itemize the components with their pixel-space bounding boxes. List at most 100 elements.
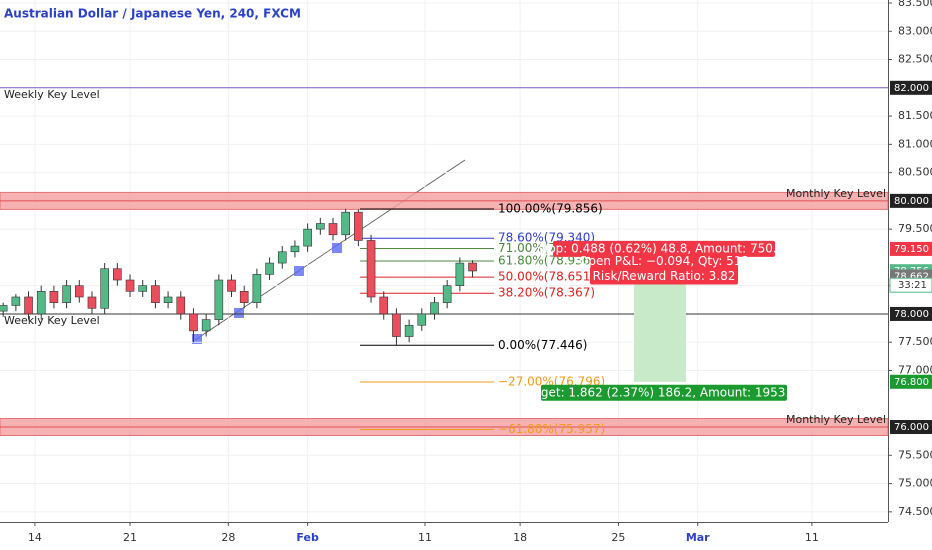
candle-body [328,223,338,236]
candle-body [214,279,224,320]
x-tick-label: 25 [611,531,625,544]
price-label: 76.000 [894,422,929,433]
y-tick-label: 79.500 [898,222,932,235]
candle-body [36,291,46,315]
candle-body [189,313,198,332]
y-tick-label: 83.500 [898,0,932,9]
countdown-box [889,277,932,293]
fib-label: 61.80%(78.936) [498,254,595,268]
y-tick-label: 77.000 [898,363,932,376]
price-label-box [890,193,932,208]
candle-body [442,285,452,303]
candle-body [354,211,363,241]
stop-label: Stop: 0.488 (0.62%) 48.8, Amount: 750.14 [536,241,792,255]
key-level-label: Weekly Key Level [4,88,100,101]
x-tick-label: Feb [296,531,319,544]
candle-body [290,245,300,253]
candle-body [87,296,97,309]
x-tick-label: 21 [123,531,137,544]
candle-body [303,228,312,247]
candle-body [265,262,274,275]
price-label-box [890,80,932,95]
y-tick-label: 82.500 [898,53,932,66]
y-tick-label: 81.500 [898,109,932,122]
marker [234,308,244,318]
candle-body [100,268,109,309]
target-label: Target: 1.862 (2.37%) 186.2, Amount: 195… [522,385,804,399]
candle-body [176,296,186,315]
candle-body [277,251,287,264]
candle-body [379,296,389,315]
marker [294,266,304,276]
fib-label: 100.00%(79.856) [498,202,603,216]
fib-label: 38.20%(78.367) [498,286,595,300]
position-label-box [553,240,775,257]
candle-body [455,262,465,286]
y-tick-label: 75.000 [898,477,932,490]
y-tick-label: 75.500 [898,448,932,461]
candle-body [113,268,122,281]
price-label: 79.150 [894,244,929,255]
ratio-label: Risk/Reward Ratio: 3.82 [593,269,736,283]
key-level-label: Weekly Key Level [4,314,100,327]
candle-body [468,262,477,272]
candle-body [392,313,401,337]
y-tick-label: 77.500 [898,335,932,348]
candle-body [227,279,236,292]
countdown: 33:21 [898,280,927,291]
target-zone [634,276,686,382]
candle-body [341,211,350,236]
x-tick-label: 18 [513,531,527,544]
candle-body [138,285,148,292]
key-level-label: Monthly Key Level [786,187,886,200]
candle-body [316,223,325,230]
chart-title: Australian Dollar / Japanese Yen, 240, F… [4,7,301,21]
x-tick-label: 11 [418,531,432,544]
price-label: 80.000 [894,196,929,207]
candle-body [430,302,439,315]
candle-body [252,274,262,303]
position-label-box [590,254,738,285]
y-tick-label: 80.500 [898,166,932,179]
candle-body [366,240,376,298]
key-level-label: Monthly Key Level [786,413,886,426]
price-label-box [890,420,932,435]
candle-body [74,285,84,298]
candle-body [239,291,249,303]
candle-body [404,324,414,337]
candle-body [163,296,173,303]
candle-body [49,291,59,303]
fib-label: −61.80%(75.957) [498,422,605,436]
candle-body [151,285,160,303]
price-label-box [890,306,932,321]
y-tick-label: 74.500 [898,505,932,518]
y-tick-label: 83.000 [898,24,932,37]
fib-label: 0.00%(77.446) [498,338,587,352]
candle-body [62,285,71,303]
x-tick-label: 28 [221,531,235,544]
marker [332,243,342,253]
pnl-label: Open P&L: −0.094, Qty: 512 [579,254,749,268]
price-label: 76.800 [894,377,929,388]
x-tick-label: Mar [686,531,710,544]
candle-body [11,296,21,306]
price-label-box [890,374,932,389]
marker [192,334,202,344]
candle-body [125,279,135,292]
price-label-box [890,241,932,256]
position-label-box [541,384,787,401]
x-tick-label: 14 [28,531,42,544]
price-label: 78.000 [894,309,929,320]
candle-body [24,296,33,315]
x-tick-label: 11 [805,531,819,544]
y-tick-label: 81.000 [898,137,932,150]
price-label: 78.662 [894,272,929,283]
candle-body [201,319,211,332]
fib-label: 50.00%(78.651) [498,270,595,284]
candle-body [417,313,427,326]
price-label: 82.000 [894,83,929,94]
candle-body [0,305,8,312]
